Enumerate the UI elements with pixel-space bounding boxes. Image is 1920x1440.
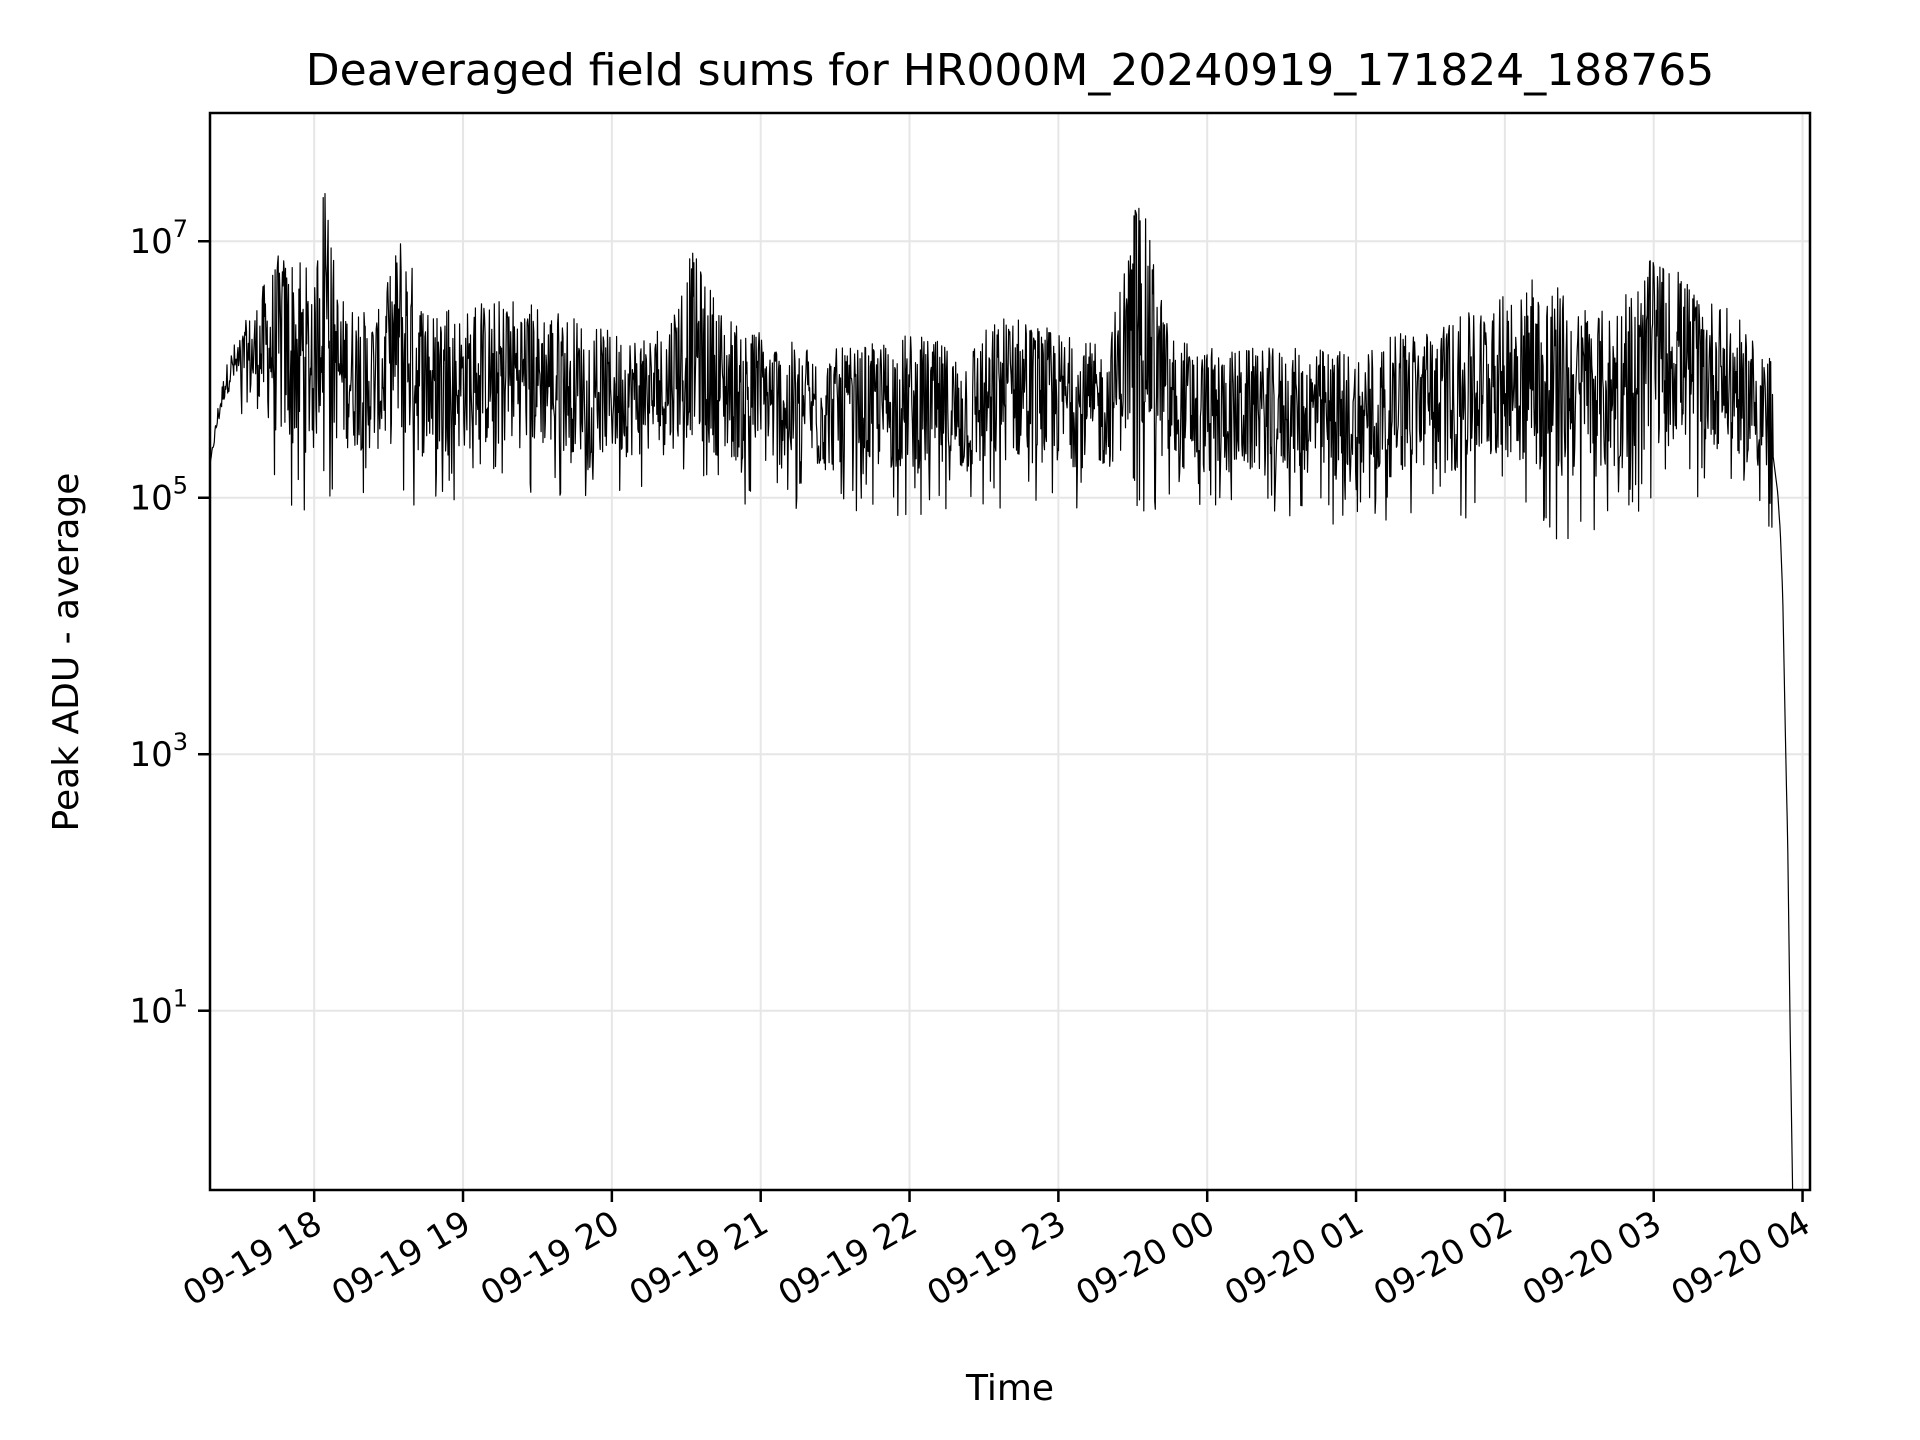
- plot-frame: [208, 111, 1812, 1192]
- series-layer: [209, 193, 1794, 1191]
- x-axis-label: Time: [965, 1368, 1054, 1409]
- series-line: [209, 193, 1794, 1191]
- y-tick-label: 101: [129, 985, 188, 1032]
- y-tick-label: 105: [129, 472, 188, 519]
- grid-lines: [210, 113, 1810, 1190]
- y-axis-label: Peak ADU - average: [46, 473, 87, 832]
- y-tick-labels: 101 103 105 107: [129, 215, 188, 1031]
- y-tick-label: 107: [129, 215, 188, 262]
- axis-ticks: [198, 239, 1804, 1202]
- y-tick-label: 103: [129, 728, 188, 775]
- chart-title: Deaveraged field sums for HR000M_2024091…: [306, 45, 1714, 96]
